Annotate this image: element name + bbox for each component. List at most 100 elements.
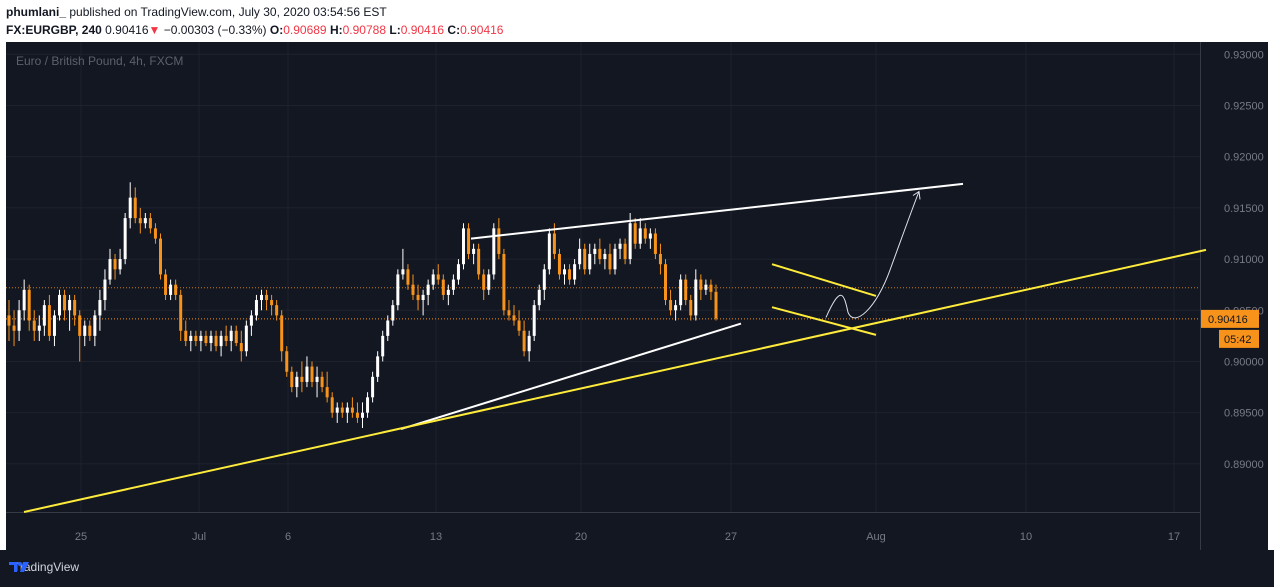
close-value: 0.90416 bbox=[460, 23, 504, 37]
x-tick-label: Jul bbox=[192, 531, 206, 543]
y-tick-label: 0.91000 bbox=[1224, 254, 1264, 266]
candle-body bbox=[305, 366, 309, 382]
candle-body bbox=[47, 305, 51, 336]
lower-white-trendline bbox=[400, 322, 742, 431]
candle-body bbox=[431, 274, 435, 285]
open-label: O: bbox=[269, 23, 284, 37]
candle-body bbox=[638, 228, 642, 244]
candle-body bbox=[234, 330, 238, 344]
candle-body bbox=[254, 300, 258, 316]
candle-body bbox=[78, 315, 82, 336]
candle-body bbox=[583, 248, 587, 270]
candle-body bbox=[244, 325, 248, 352]
candle-body bbox=[345, 407, 349, 413]
candle-body bbox=[310, 366, 314, 382]
candle-body bbox=[502, 253, 506, 311]
candle-body bbox=[426, 284, 430, 295]
candle-body bbox=[411, 284, 415, 295]
y-tick-label: 0.89000 bbox=[1224, 459, 1264, 471]
candle-body bbox=[355, 412, 359, 418]
candle-body bbox=[133, 197, 137, 219]
candle-body bbox=[436, 274, 440, 280]
candle-body bbox=[664, 264, 667, 301]
candle-body bbox=[689, 300, 693, 316]
candle-body bbox=[73, 300, 77, 316]
close-label: C: bbox=[447, 23, 461, 37]
candle-body bbox=[340, 407, 344, 413]
candle-body bbox=[148, 218, 152, 229]
chart-area[interactable]: 0.930000.925000.920000.915000.910000.905… bbox=[6, 42, 1268, 550]
candle-body bbox=[12, 325, 16, 331]
candle-body bbox=[643, 228, 647, 239]
candle-body bbox=[285, 351, 289, 372]
candle-body bbox=[214, 335, 218, 347]
candle-body bbox=[396, 274, 400, 306]
candle-body bbox=[138, 218, 142, 224]
publish-info: published on TradingView.com, July 30, 2… bbox=[69, 5, 387, 19]
candle-body bbox=[709, 284, 713, 292]
author-name[interactable]: phumlani_ bbox=[6, 5, 67, 19]
candle-body bbox=[219, 335, 223, 347]
wedge-lower-line bbox=[771, 306, 877, 336]
candle-body bbox=[456, 264, 460, 280]
candle-body bbox=[517, 320, 521, 331]
candle-body bbox=[406, 269, 410, 285]
price-change: −0.00303 (−0.33%) bbox=[163, 23, 267, 37]
tradingview-logo[interactable]: TradingView bbox=[8, 560, 79, 574]
candle-body bbox=[507, 310, 511, 316]
publish-line: phumlani_ published on TradingView.com, … bbox=[6, 5, 387, 19]
candle-body bbox=[22, 289, 26, 311]
candle-body bbox=[588, 253, 592, 270]
candle-body bbox=[557, 253, 561, 275]
candle-body bbox=[52, 315, 56, 336]
countdown-box bbox=[1219, 329, 1259, 348]
candle-body bbox=[280, 315, 284, 352]
candle-body bbox=[371, 376, 375, 398]
candle-body bbox=[446, 289, 450, 295]
candle-body bbox=[527, 335, 531, 352]
candles-group bbox=[7, 182, 718, 429]
y-tick-label: 0.91500 bbox=[1224, 203, 1264, 215]
candle-body bbox=[421, 294, 425, 301]
candle-body bbox=[265, 294, 269, 301]
candle-body bbox=[487, 274, 491, 290]
tradingview-icon bbox=[9, 562, 29, 572]
y-tick-label: 0.90000 bbox=[1224, 356, 1264, 368]
wedge-upper-line bbox=[771, 263, 877, 297]
candle-body bbox=[674, 305, 678, 311]
candle-body bbox=[174, 284, 178, 295]
chart-title: Euro / British Pound, 4h, FXCM bbox=[16, 54, 183, 68]
candle-body bbox=[376, 356, 380, 377]
candle-body bbox=[547, 233, 551, 270]
candle-body bbox=[290, 371, 294, 388]
price-chart[interactable]: 0.930000.925000.920000.915000.910000.905… bbox=[6, 42, 1268, 550]
candle-body bbox=[623, 243, 627, 260]
last-price: 0.90416 bbox=[105, 23, 149, 37]
candle-body bbox=[482, 274, 486, 290]
candle-body bbox=[578, 248, 582, 265]
candle-body bbox=[123, 218, 127, 260]
candle-body bbox=[628, 223, 632, 260]
candle-body bbox=[325, 387, 329, 398]
candle-body bbox=[618, 243, 622, 249]
candle-body bbox=[441, 279, 445, 295]
candle-body bbox=[568, 269, 572, 280]
candle-body bbox=[658, 253, 662, 265]
candle-body bbox=[270, 300, 274, 306]
candle-body bbox=[593, 248, 597, 254]
candle-body bbox=[603, 253, 607, 260]
upper-channel-line bbox=[470, 182, 964, 240]
candle-body bbox=[653, 233, 657, 254]
high-value: 0.90788 bbox=[342, 23, 387, 37]
chart-header: phumlani_ published on TradingView.com, … bbox=[0, 0, 1274, 40]
candle-body bbox=[608, 253, 612, 270]
candle-body bbox=[27, 289, 31, 321]
brand-name: TradingView bbox=[13, 560, 80, 574]
candle-body bbox=[451, 279, 455, 290]
footer-bar: TradingView bbox=[0, 550, 1274, 587]
candle-body bbox=[260, 294, 263, 301]
candle-body bbox=[128, 197, 132, 219]
candle-body bbox=[598, 248, 602, 260]
candle-body bbox=[199, 335, 203, 341]
candle-body bbox=[83, 325, 87, 336]
